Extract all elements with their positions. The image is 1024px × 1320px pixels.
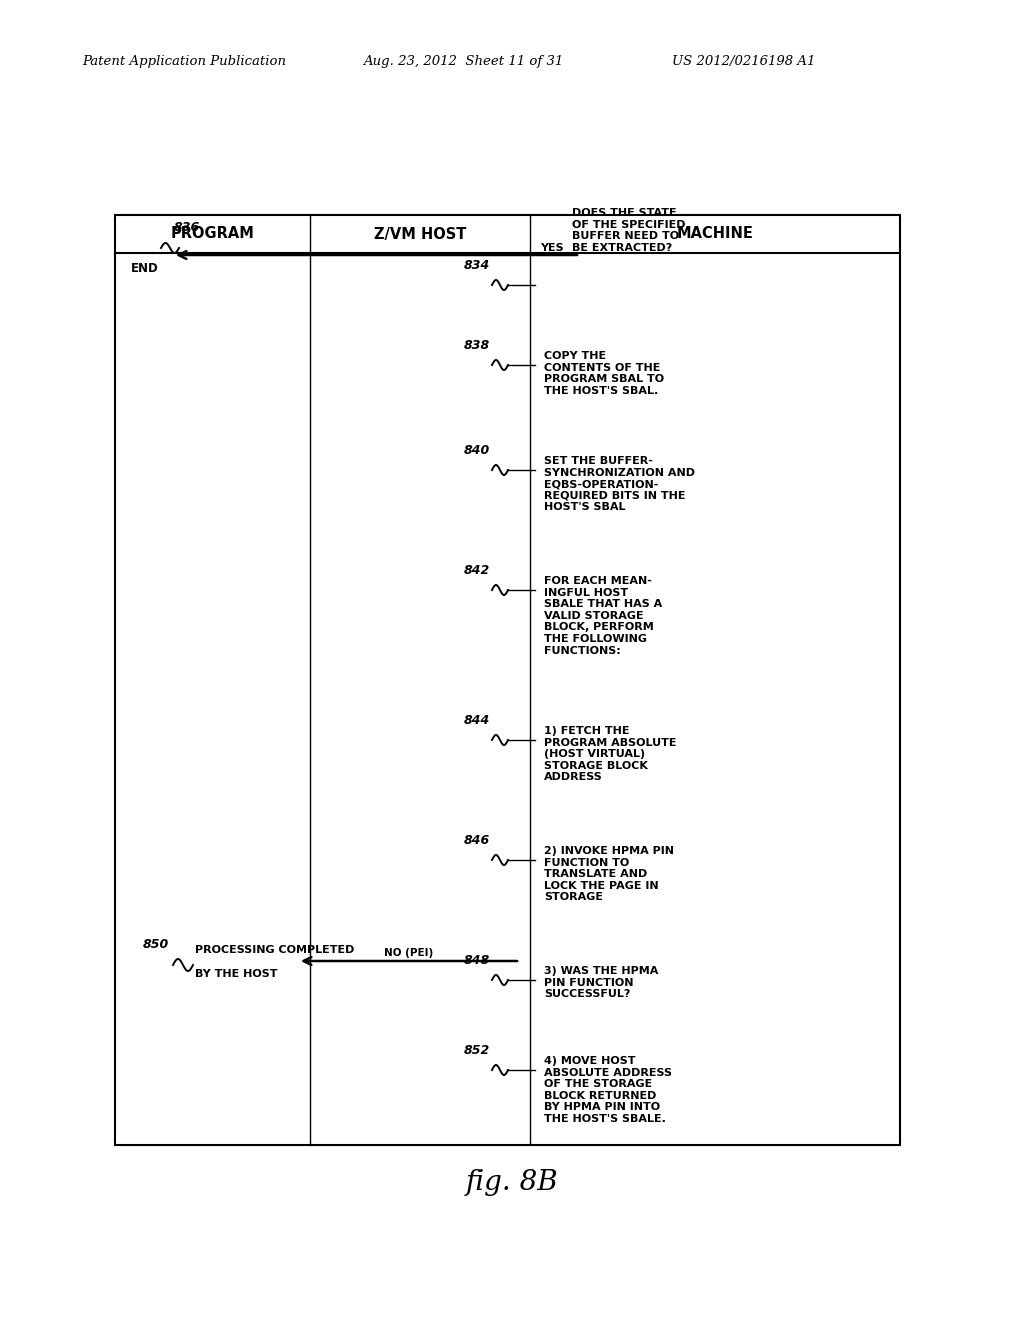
Text: SET THE BUFFER-
SYNCHRONIZATION AND
EQBS-OPERATION-
REQUIRED BITS IN THE
HOST'S : SET THE BUFFER- SYNCHRONIZATION AND EQBS… (544, 455, 695, 512)
Text: US 2012/0216198 A1: US 2012/0216198 A1 (672, 55, 815, 69)
Text: PROCESSING COMPLETED: PROCESSING COMPLETED (195, 945, 354, 954)
Text: 838: 838 (464, 339, 490, 352)
Text: NO (PEI): NO (PEI) (384, 948, 433, 958)
Text: 850: 850 (142, 939, 169, 950)
Text: 3) WAS THE HPMA
PIN FUNCTION
SUCCESSFUL?: 3) WAS THE HPMA PIN FUNCTION SUCCESSFUL? (544, 966, 658, 999)
Text: Aug. 23, 2012  Sheet 11 of 31: Aug. 23, 2012 Sheet 11 of 31 (362, 55, 563, 69)
Text: 852: 852 (464, 1044, 490, 1057)
Text: 834: 834 (464, 259, 490, 272)
Text: fig. 8B: fig. 8B (466, 1168, 558, 1196)
Text: 836: 836 (174, 220, 201, 234)
Text: PROGRAM: PROGRAM (171, 227, 254, 242)
Text: MACHINE: MACHINE (677, 227, 754, 242)
Text: 848: 848 (464, 954, 490, 968)
Text: FOR EACH MEAN-
INGFUL HOST
SBALE THAT HAS A
VALID STORAGE
BLOCK, PERFORM
THE FOL: FOR EACH MEAN- INGFUL HOST SBALE THAT HA… (544, 576, 663, 656)
Text: END: END (131, 261, 159, 275)
Text: 842: 842 (464, 564, 490, 577)
Text: Patent Application Publication: Patent Application Publication (82, 55, 286, 69)
Text: Z/VM HOST: Z/VM HOST (374, 227, 466, 242)
Text: BY THE HOST: BY THE HOST (195, 969, 278, 979)
Text: DOES THE STATE
OF THE SPECIFIED
BUFFER NEED TO
BE EXTRACTED?: DOES THE STATE OF THE SPECIFIED BUFFER N… (572, 209, 685, 253)
Text: 840: 840 (464, 444, 490, 457)
Bar (115, 215, 900, 1144)
Text: YES: YES (540, 243, 563, 253)
Text: COPY THE
CONTENTS OF THE
PROGRAM SBAL TO
THE HOST'S SBAL.: COPY THE CONTENTS OF THE PROGRAM SBAL TO… (544, 351, 665, 396)
Text: 4) MOVE HOST
ABSOLUTE ADDRESS
OF THE STORAGE
BLOCK RETURNED
BY HPMA PIN INTO
THE: 4) MOVE HOST ABSOLUTE ADDRESS OF THE STO… (544, 1056, 672, 1125)
Text: 2) INVOKE HPMA PIN
FUNCTION TO
TRANSLATE AND
LOCK THE PAGE IN
STORAGE: 2) INVOKE HPMA PIN FUNCTION TO TRANSLATE… (544, 846, 674, 903)
Text: 844: 844 (464, 714, 490, 727)
Text: 1) FETCH THE
PROGRAM ABSOLUTE
(HOST VIRTUAL)
STORAGE BLOCK
ADDRESS: 1) FETCH THE PROGRAM ABSOLUTE (HOST VIRT… (544, 726, 677, 783)
Text: 846: 846 (464, 834, 490, 847)
